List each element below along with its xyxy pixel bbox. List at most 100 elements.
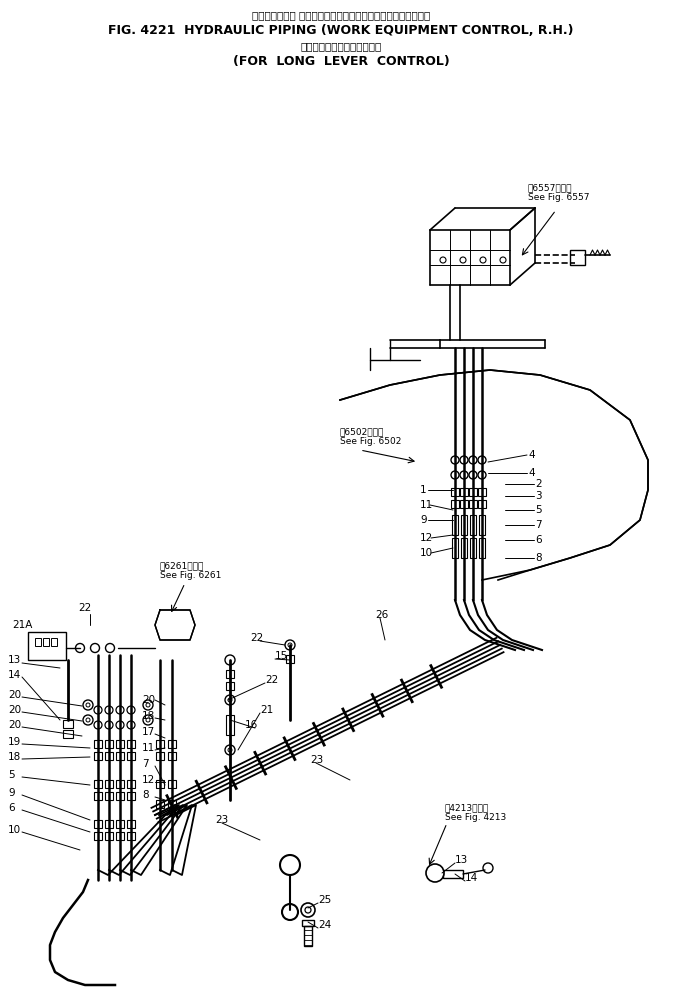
Bar (479, 538, 485, 558)
Bar (168, 800, 176, 808)
Text: ロングレバーコントロール用: ロングレバーコントロール用 (300, 41, 382, 51)
Bar (94, 780, 102, 788)
Bar (51, 638, 57, 646)
Bar (28, 632, 66, 660)
Text: 18: 18 (8, 752, 21, 762)
Bar (105, 820, 113, 828)
Text: 1: 1 (420, 485, 427, 495)
Bar (105, 832, 113, 840)
Bar (116, 820, 124, 828)
Bar (443, 870, 463, 878)
Text: 14: 14 (465, 873, 478, 883)
Text: FIG. 4221  HYDRAULIC PIPING (WORK EQUIPMENT CONTROL, R.H.): FIG. 4221 HYDRAULIC PIPING (WORK EQUIPME… (108, 24, 574, 37)
Text: 21: 21 (260, 705, 273, 715)
Text: 5: 5 (8, 770, 14, 780)
Bar (116, 752, 124, 760)
Text: 12: 12 (420, 533, 433, 543)
Text: 6: 6 (535, 535, 542, 545)
Bar (116, 832, 124, 840)
Text: See Fig. 6502: See Fig. 6502 (340, 437, 402, 446)
Bar (116, 780, 124, 788)
Text: 13: 13 (455, 855, 469, 865)
Text: (FOR  LONG  LEVER  CONTROL): (FOR LONG LEVER CONTROL) (233, 55, 449, 68)
Text: 5: 5 (535, 505, 542, 515)
Text: 22: 22 (250, 633, 263, 643)
Text: 10: 10 (8, 825, 21, 835)
Text: 26: 26 (375, 610, 388, 620)
Text: 2: 2 (535, 479, 542, 489)
Bar (452, 538, 458, 558)
Bar (127, 752, 135, 760)
Bar (461, 538, 467, 558)
Bar (105, 752, 113, 760)
Bar (94, 832, 102, 840)
Bar (226, 682, 234, 690)
Bar (35, 638, 41, 646)
Bar (168, 752, 176, 760)
Polygon shape (155, 610, 195, 640)
Bar (127, 820, 135, 828)
Bar (94, 820, 102, 828)
Bar (470, 538, 476, 558)
Text: 10: 10 (420, 548, 433, 558)
Bar (63, 720, 73, 728)
Text: See Fig. 6557: See Fig. 6557 (528, 193, 589, 202)
Text: 第6557図参照: 第6557図参照 (528, 184, 572, 193)
Bar (168, 780, 176, 788)
Bar (116, 792, 124, 800)
Circle shape (426, 864, 444, 882)
Text: 19: 19 (8, 737, 21, 747)
Text: 15: 15 (275, 651, 288, 661)
Text: 8: 8 (142, 790, 149, 800)
Text: 8: 8 (535, 553, 542, 563)
Text: 第6502図参照: 第6502図参照 (340, 428, 385, 437)
Text: 16: 16 (245, 720, 258, 730)
Text: 3: 3 (535, 491, 542, 501)
Text: See Fig. 4213: See Fig. 4213 (445, 812, 506, 821)
Bar (226, 715, 234, 735)
Text: 20: 20 (8, 705, 21, 715)
Bar (94, 792, 102, 800)
Bar (156, 800, 164, 808)
Text: 23: 23 (215, 815, 228, 825)
Text: 20: 20 (8, 720, 21, 730)
Text: 11: 11 (142, 743, 155, 753)
Text: 23: 23 (310, 755, 323, 765)
Text: 17: 17 (142, 727, 155, 737)
Bar (156, 780, 164, 788)
Bar (479, 515, 485, 535)
Bar (461, 515, 467, 535)
Text: 18: 18 (142, 711, 155, 721)
Text: 4: 4 (528, 468, 535, 478)
Bar (451, 488, 459, 496)
Text: 4: 4 (528, 450, 535, 460)
Bar (94, 740, 102, 748)
Bar (94, 752, 102, 760)
Text: 24: 24 (318, 920, 331, 930)
Text: 14: 14 (8, 670, 21, 680)
Bar (451, 500, 459, 508)
Bar (63, 730, 73, 738)
Text: 7: 7 (142, 759, 149, 769)
Bar (43, 638, 49, 646)
Bar (156, 752, 164, 760)
Bar (469, 500, 477, 508)
Text: 7: 7 (535, 520, 542, 530)
Text: 9: 9 (8, 788, 14, 798)
Bar (286, 655, 294, 663)
Bar (478, 500, 486, 508)
Text: 22: 22 (78, 603, 91, 613)
Text: ハイドロリック パイピング　作　業　機・　コントロール，右: ハイドロリック パイピング 作 業 機・ コントロール，右 (252, 10, 430, 20)
Bar (127, 740, 135, 748)
Text: See Fig. 6261: See Fig. 6261 (160, 571, 222, 580)
Text: 12: 12 (142, 775, 155, 785)
Bar (470, 515, 476, 535)
Text: 6: 6 (8, 803, 14, 813)
Bar (460, 500, 468, 508)
Bar (302, 920, 314, 926)
Bar (452, 515, 458, 535)
Bar (469, 488, 477, 496)
Bar (478, 488, 486, 496)
Bar (570, 250, 585, 265)
Bar (460, 488, 468, 496)
